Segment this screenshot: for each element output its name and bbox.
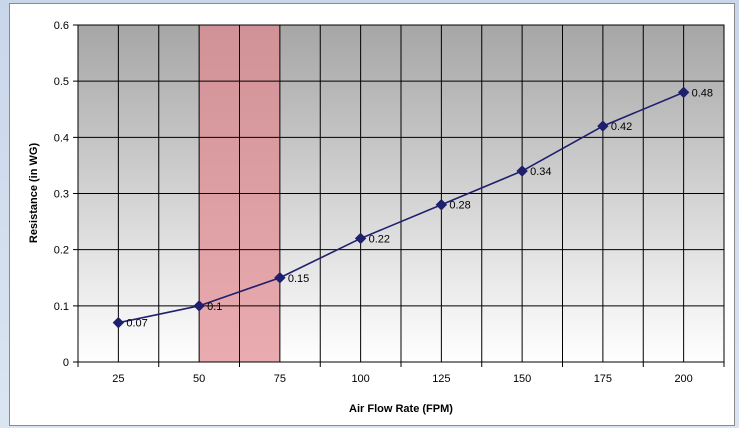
data-label: 0.1 [207,301,222,313]
data-point-marker [516,165,528,177]
data-label: 0.22 [369,233,390,245]
data-label: 0.28 [449,200,470,212]
data-point-marker [677,86,690,99]
x-tick-label: 125 [432,373,450,385]
y-tick-label: 0.3 [54,189,69,201]
y-tick-label: 0.4 [54,132,69,144]
y-tick-label: 0.1 [54,301,69,313]
x-tick-label: 75 [274,373,286,385]
y-tick-label: 0.2 [54,245,69,257]
chart-frame: 0 0.1 0.2 0.3 0.4 0.5 0.6 25 50 75 100 125 150 175 200… [9,3,735,426]
data-label: 0.42 [611,121,632,133]
y-tick-label: 0.6 [54,20,69,32]
x-tick-label: 50 [193,373,205,385]
data-point-marker [597,120,609,132]
data-label: 0.34 [530,166,551,178]
data-label: 0.48 [692,87,713,99]
y-axis-title: Resistance (in WG) [28,143,40,244]
x-tick-label: 200 [674,373,692,385]
x-tick-label: 25 [112,373,124,385]
data-point-marker [435,199,448,211]
x-tick-label: 150 [513,373,531,385]
data-point-marker [274,272,286,284]
series-line [118,91,684,324]
plot-border [77,24,725,363]
data-point-marker [112,316,125,329]
data-label: 0.15 [288,273,309,285]
x-tick-label: 175 [594,373,612,385]
data-point-marker [193,300,205,312]
x-tick-label: 100 [351,373,369,385]
y-tick-label: 0.5 [54,76,69,88]
y-tick-label: 0 [63,357,69,369]
data-label: 0.07 [126,318,147,330]
data-point-marker [354,232,367,245]
x-axis-title: Air Flow Rate (FPM) [349,403,453,415]
line-chart: 0 0.1 0.2 0.3 0.4 0.5 0.6 25 50 75 100 125 150 175 200… [28,20,725,415]
